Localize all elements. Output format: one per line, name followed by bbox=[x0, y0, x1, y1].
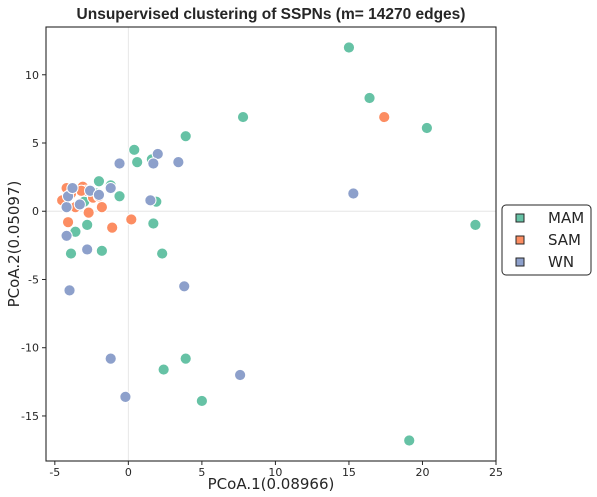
point-wn bbox=[104, 181, 117, 195]
point-wn bbox=[147, 157, 160, 170]
point-mam bbox=[195, 394, 208, 408]
x-tick-label: 25 bbox=[489, 466, 503, 479]
legend-swatch-sam bbox=[515, 235, 525, 245]
point-mam bbox=[113, 190, 126, 203]
y-axis-label: PCoA.2(0.05097) bbox=[5, 181, 23, 308]
legend-swatch-wn bbox=[515, 257, 525, 267]
point-mam bbox=[420, 121, 433, 135]
x-tick-label: 10 bbox=[268, 466, 282, 479]
plot-frame bbox=[45, 26, 497, 462]
x-tick-label: 0 bbox=[125, 466, 132, 479]
point-wn bbox=[119, 390, 132, 403]
point-mam bbox=[95, 244, 108, 257]
point-wn bbox=[178, 280, 191, 293]
point-mam bbox=[131, 156, 144, 169]
point-mam bbox=[342, 41, 356, 54]
x-tick-label: -5 bbox=[49, 466, 60, 479]
point-mam bbox=[64, 247, 78, 260]
point-wn bbox=[60, 201, 73, 214]
reference-lines bbox=[46, 27, 496, 461]
point-wn bbox=[92, 188, 106, 201]
point-mam bbox=[147, 217, 160, 230]
data-points bbox=[56, 41, 482, 447]
x-axis-label: PCoA.1(0.08966) bbox=[208, 475, 335, 493]
point-mam bbox=[403, 434, 416, 447]
legend-label-wn: WN bbox=[548, 253, 574, 271]
point-wn bbox=[234, 368, 247, 382]
point-mam bbox=[156, 247, 169, 260]
x-tick-label: 5 bbox=[198, 466, 205, 479]
point-wn bbox=[63, 284, 76, 297]
point-mam bbox=[157, 363, 170, 376]
point-wn bbox=[104, 352, 117, 365]
point-mam bbox=[236, 110, 250, 124]
y-tick-label: 5 bbox=[32, 137, 39, 150]
point-wn bbox=[73, 198, 86, 211]
chart-title: Unsupervised clustering of SSPNs (m= 142… bbox=[77, 6, 466, 23]
point-wn bbox=[144, 194, 157, 207]
point-wn bbox=[81, 243, 94, 256]
y-tick-label: -10 bbox=[21, 342, 39, 355]
point-wn bbox=[66, 181, 79, 195]
point-wn bbox=[347, 187, 360, 200]
point-sam bbox=[106, 221, 119, 234]
point-mam bbox=[179, 130, 192, 143]
point-sam bbox=[82, 206, 95, 219]
legend: MAM SAM WN bbox=[501, 204, 592, 276]
point-mam bbox=[128, 143, 141, 156]
point-mam bbox=[363, 91, 376, 105]
point-sam bbox=[61, 216, 75, 229]
y-axis-ticks: -15 -10 -5 0 5 10 bbox=[21, 69, 46, 423]
x-tick-label: 20 bbox=[415, 466, 429, 479]
point-mam bbox=[179, 352, 192, 365]
point-sam bbox=[125, 213, 138, 226]
legend-label-sam: SAM bbox=[548, 231, 581, 249]
legend-swatch-mam bbox=[515, 213, 525, 223]
y-tick-label: 10 bbox=[25, 69, 39, 82]
point-wn bbox=[113, 157, 126, 170]
point-mam bbox=[81, 218, 94, 231]
point-sam bbox=[95, 201, 108, 214]
point-sam bbox=[378, 110, 391, 124]
y-tick-label: -15 bbox=[21, 410, 39, 423]
x-axis-ticks: -5 0 5 10 15 20 25 bbox=[49, 461, 503, 479]
y-tick-label: 0 bbox=[32, 205, 39, 218]
x-tick-label: 15 bbox=[342, 466, 356, 479]
y-tick-label: -5 bbox=[28, 273, 39, 286]
point-wn bbox=[60, 229, 73, 242]
legend-items: MAM SAM WN bbox=[515, 209, 584, 271]
point-mam bbox=[469, 218, 482, 231]
point-mam bbox=[92, 175, 106, 188]
point-wn bbox=[172, 156, 185, 169]
legend-label-mam: MAM bbox=[548, 209, 584, 227]
